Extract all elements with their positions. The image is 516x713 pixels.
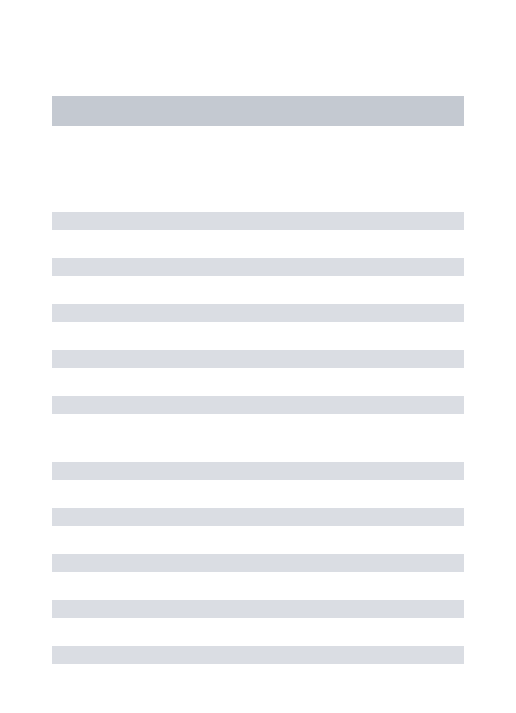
text-line-placeholder — [52, 258, 464, 276]
header-placeholder — [52, 96, 464, 126]
text-line-placeholder — [52, 646, 464, 664]
text-line-placeholder — [52, 396, 464, 414]
paragraph-placeholder-1 — [52, 212, 464, 414]
text-line-placeholder — [52, 554, 464, 572]
text-line-placeholder — [52, 462, 464, 480]
text-line-placeholder — [52, 304, 464, 322]
skeleton-container — [0, 0, 516, 664]
paragraph-placeholder-2 — [52, 462, 464, 664]
text-line-placeholder — [52, 212, 464, 230]
text-line-placeholder — [52, 350, 464, 368]
text-line-placeholder — [52, 600, 464, 618]
text-line-placeholder — [52, 508, 464, 526]
